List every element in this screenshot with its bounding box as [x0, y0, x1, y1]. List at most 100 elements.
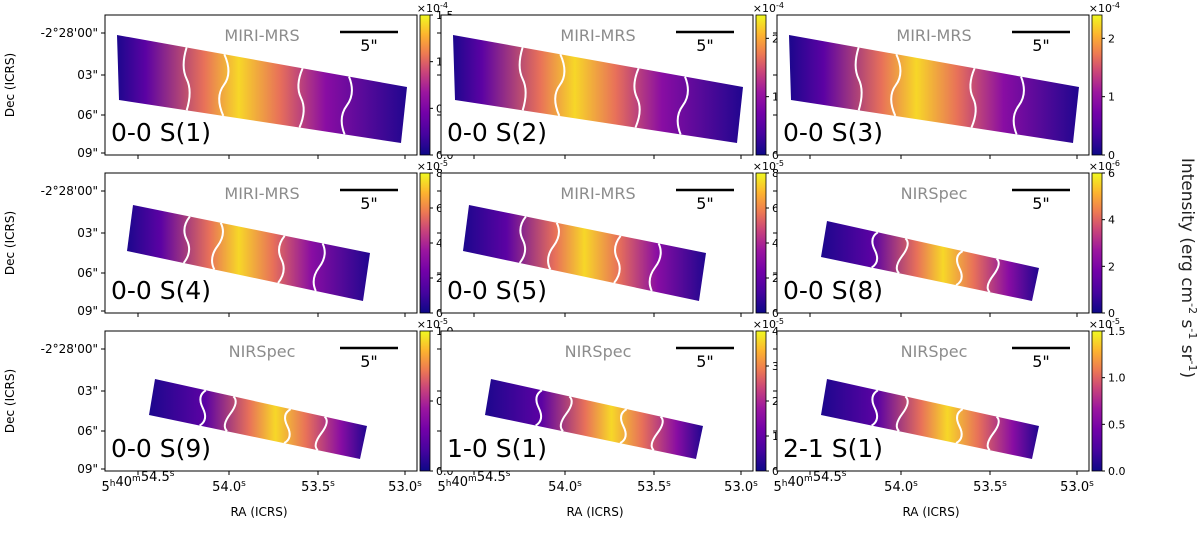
contour-line — [1012, 76, 1025, 135]
scale-bar-label: 5" — [696, 352, 714, 371]
contour-line — [211, 222, 224, 270]
ra-tick-label: 54.0s — [548, 479, 582, 495]
contour-line — [223, 395, 237, 433]
colorbar-tick-label: 4 — [772, 325, 779, 338]
contour-line — [518, 47, 527, 111]
contour-line — [554, 53, 566, 117]
instrument-label: MIRI-MRS — [560, 26, 635, 45]
colorbar-tick-label: 4 — [436, 237, 443, 250]
map-panel-8: NIRSpec 5" 1-0 S(1) 0 1 2 3 4×10-5 5h40m54.5s 54.… — [437, 317, 784, 519]
contour-line — [535, 389, 543, 427]
colorbar-tick-label: 0 — [436, 307, 443, 320]
instrument-label: MIRI-MRS — [560, 184, 635, 203]
intensity-map — [463, 205, 706, 301]
colorbar-multiplier: ×10-5 — [417, 159, 448, 173]
colorbar-tick-label: 0 — [772, 149, 779, 162]
colorbar — [1091, 330, 1103, 472]
ra-axis-label: RA (ICRS) — [566, 505, 623, 519]
ra-tick-label: 53.5s — [301, 479, 335, 495]
contour-line — [969, 67, 977, 128]
colorbar-tick-label: 0 — [1108, 149, 1115, 162]
instrument-label: NIRSpec — [901, 342, 968, 361]
scale-bar-label: 5" — [1032, 352, 1050, 371]
intensity-map — [127, 205, 370, 301]
colorbar-tick-label: 2 — [772, 395, 779, 408]
contour-line — [277, 235, 286, 284]
transition-label: 2-1 S(1) — [783, 434, 883, 463]
contour-line — [648, 242, 662, 292]
transition-label: 0-0 S(1) — [111, 118, 211, 147]
colorbar-tick-label: 0 — [772, 307, 779, 320]
transition-label: 0-0 S(4) — [111, 276, 211, 305]
instrument-label: MIRI-MRS — [896, 26, 971, 45]
colorbar-multiplier: ×10-4 — [753, 1, 784, 15]
dec-tick-label: -2°28'00" — [41, 342, 98, 356]
contour-line — [547, 222, 560, 270]
colorbar-tick-label: 0.5 — [1108, 418, 1126, 431]
contour-line — [312, 242, 326, 292]
colorbar-tick-label: 4 — [1108, 214, 1115, 227]
ra-tick-label: 5h40m54.5s — [438, 469, 511, 495]
dec-tick-label: 06" — [77, 266, 98, 280]
colorbar-tick-label: 1 — [772, 91, 779, 104]
scale-bar-label: 5" — [360, 352, 378, 371]
contour-line — [340, 76, 353, 135]
colorbar-tick-label: 4 — [772, 237, 779, 250]
contour-line — [297, 67, 305, 128]
ra-tick-label: 53.5s — [637, 479, 671, 495]
svg-text:Intensity (erg cm-2 s-1 sr-1): Intensity (erg cm-2 s-1 sr-1) — [1177, 158, 1199, 378]
ra-tick-label: 53.0s — [1060, 479, 1094, 495]
intensity-map — [485, 379, 703, 459]
colorbar-tick-label: 2 — [436, 272, 443, 285]
contour-line — [218, 53, 230, 117]
dec-tick-label: 06" — [77, 108, 98, 122]
transition-label: 0-0 S(3) — [783, 118, 883, 147]
colorbar — [755, 330, 767, 472]
colorbar-multiplier: ×10-5 — [753, 317, 784, 331]
dec-tick-label: -2°28'00" — [41, 26, 98, 40]
contour-line — [895, 237, 909, 275]
contour-line — [559, 395, 573, 433]
colorbar-tick-label: 2 — [772, 32, 779, 45]
transition-label: 0-0 S(2) — [447, 118, 547, 147]
contour-line — [890, 53, 902, 117]
contour-line — [986, 415, 1000, 451]
dec-axis-label: Dec (ICRS) — [3, 53, 17, 117]
instrument-label: NIRSpec — [565, 342, 632, 361]
instrument-label: MIRI-MRS — [224, 184, 299, 203]
colorbar-tick-label: 0 — [1108, 307, 1115, 320]
colorbar — [419, 172, 431, 314]
ra-axis-label: RA (ICRS) — [230, 505, 287, 519]
contour-line — [650, 415, 664, 451]
ra-tick-label: 54.0s — [884, 479, 918, 495]
dec-tick-label: -2°28'00" — [41, 184, 98, 198]
intensity-map — [821, 379, 1039, 459]
ra-tick-label: 54.0s — [212, 479, 246, 495]
contour-line — [955, 250, 964, 287]
contour-line — [619, 408, 628, 445]
scale-bar-label: 5" — [360, 194, 378, 213]
instrument-label: NIRSpec — [229, 342, 296, 361]
dec-axis-label: Dec (ICRS) — [3, 369, 17, 433]
colorbar-tick-label: 3 — [772, 360, 779, 373]
ra-tick-label: 5h40m54.5s — [774, 469, 847, 495]
colorbar-tick-label: 2 — [1108, 260, 1115, 273]
contour-line — [871, 231, 879, 269]
colorbar-tick-label: 1 — [772, 430, 779, 443]
colorbar-multiplier: ×10-4 — [1089, 1, 1120, 15]
colorbar-label: Intensity (erg cm-2 s-1 sr-1) — [1177, 158, 1199, 378]
colorbar-tick-label: 6 — [772, 202, 779, 215]
ra-axis-label: RA (ICRS) — [902, 505, 959, 519]
map-panel-3: MIRI-MRS 5" 0-0 S(3) 0 1 2 ×10-4 — [773, 1, 1120, 162]
colorbar-tick-label: 0.0 — [1108, 465, 1126, 478]
colorbar — [755, 172, 767, 314]
dec-tick-label: 03" — [77, 226, 98, 240]
transition-label: 1-0 S(1) — [447, 434, 547, 463]
ra-tick-label: 53.0s — [724, 479, 758, 495]
colorbar-tick-label: 1 — [1108, 91, 1115, 104]
contour-line — [633, 67, 641, 128]
